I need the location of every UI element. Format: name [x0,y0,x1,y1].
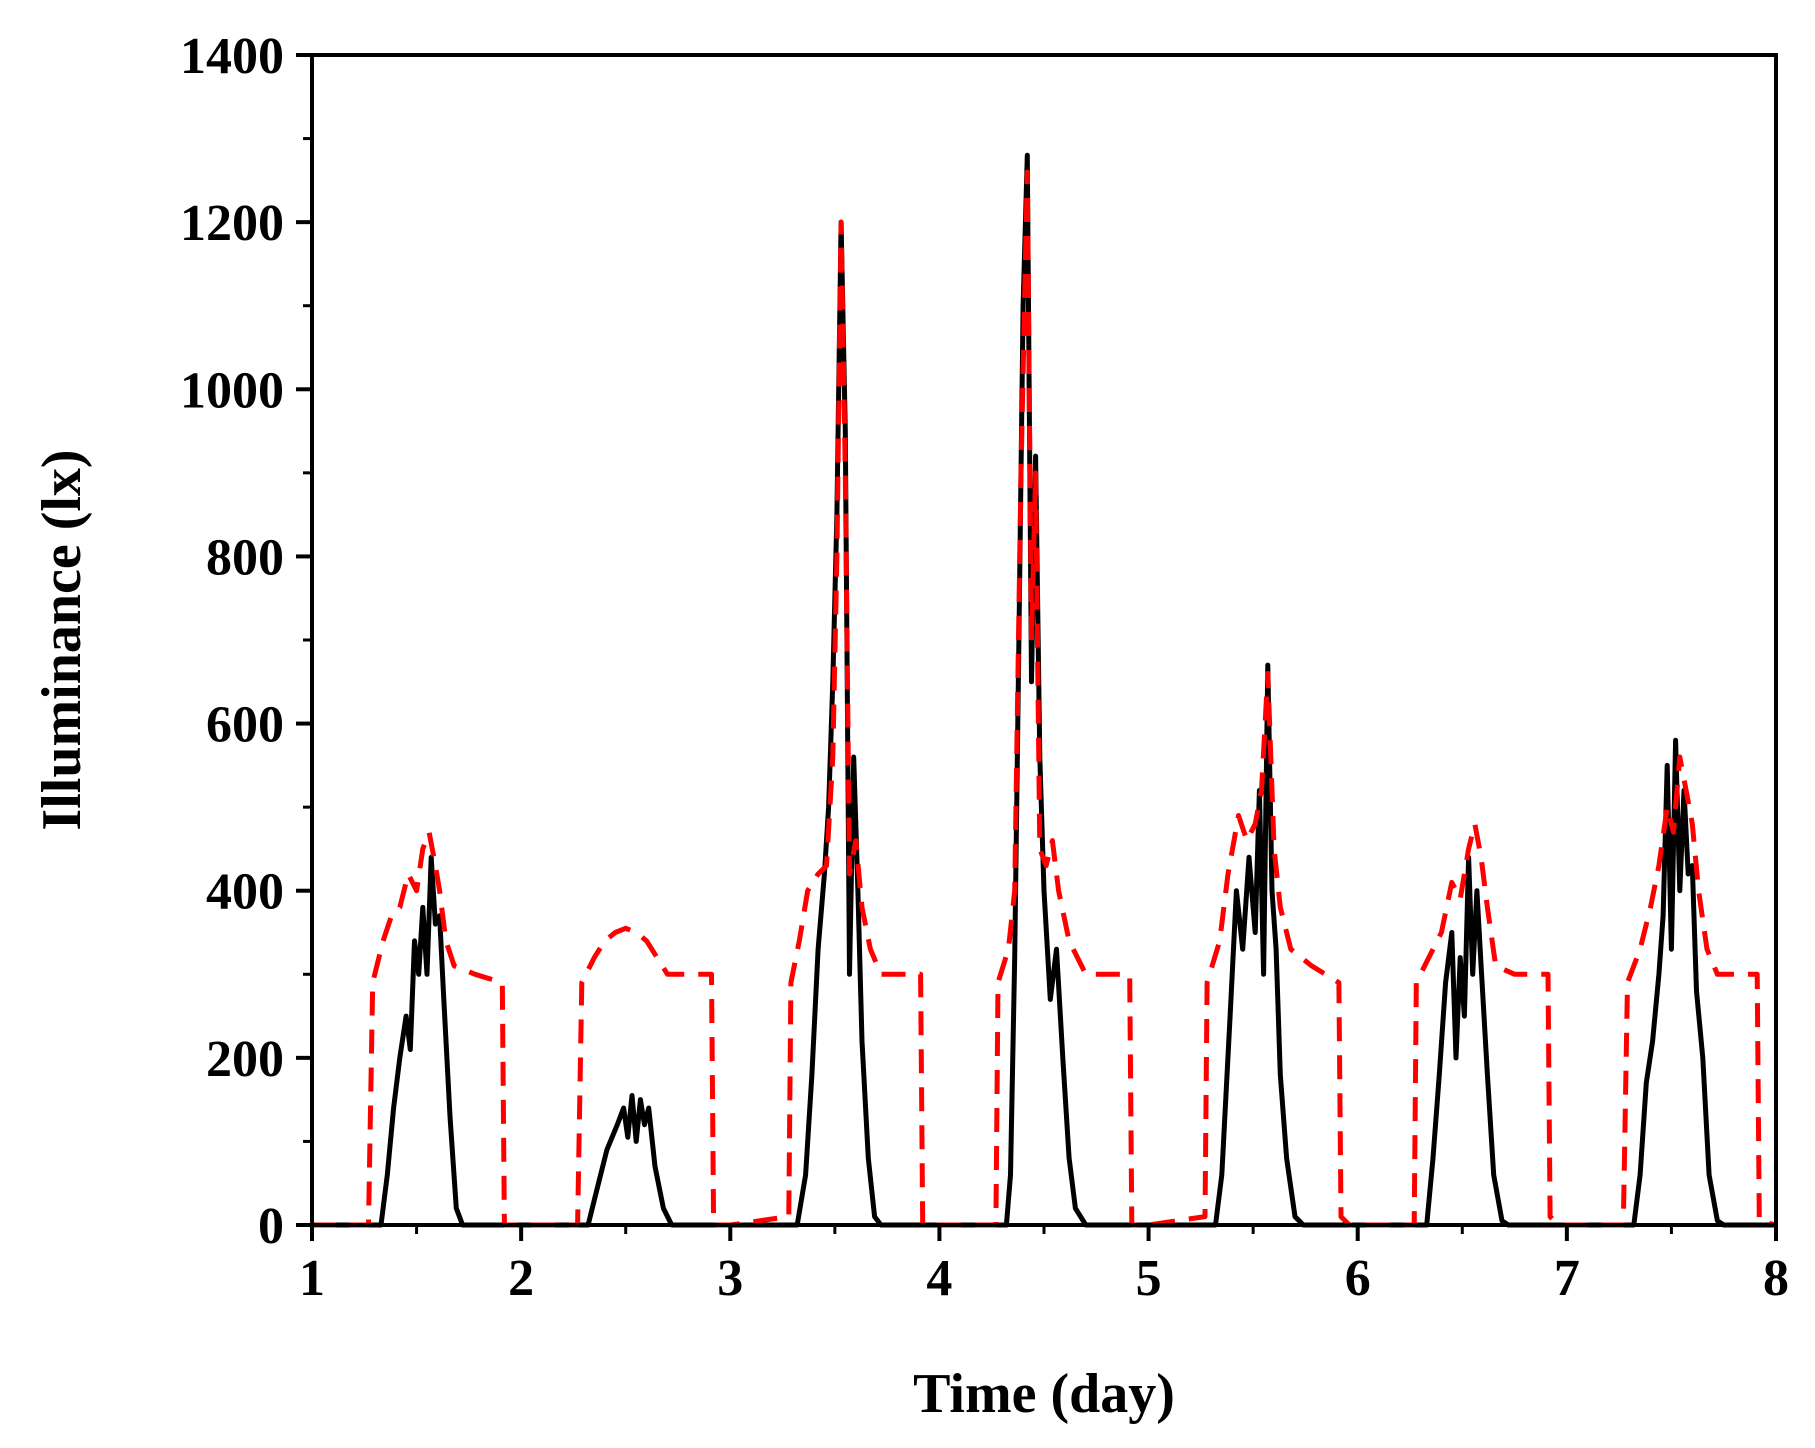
y-tick-label: 1400 [180,28,284,85]
y-tick-label: 600 [206,697,284,754]
x-tick-label: 4 [926,1250,952,1307]
x-axis: 1 2 3 4 5 6 7 8 [299,1225,1789,1307]
series-layer [312,152,1777,1228]
y-tick-label: 400 [206,864,284,921]
y-axis: 0 200 400 600 800 1000 1200 1400 [180,28,312,1255]
y-tick-label: 800 [206,529,284,586]
y-tick-label: 1000 [180,362,284,419]
x-tick-label: 8 [1763,1250,1789,1307]
series-line-2 [312,169,1777,1228]
y-axis-title: Illuminance (lx) [31,449,93,830]
x-tick-label: 1 [299,1250,325,1307]
x-tick-label: 3 [717,1250,743,1307]
x-tick-label: 2 [508,1250,534,1307]
x-tick-label: 7 [1554,1250,1580,1307]
y-tick-label: 1200 [180,195,284,252]
x-tick-label: 6 [1345,1250,1371,1307]
series-line-1 [312,152,1776,1228]
x-tick-label: 5 [1136,1250,1162,1307]
y-tick-label: 0 [258,1198,284,1255]
plot-frame [310,53,1778,1227]
y-tick-label: 200 [206,1031,284,1088]
x-axis-title: Time (day) [913,1363,1175,1425]
